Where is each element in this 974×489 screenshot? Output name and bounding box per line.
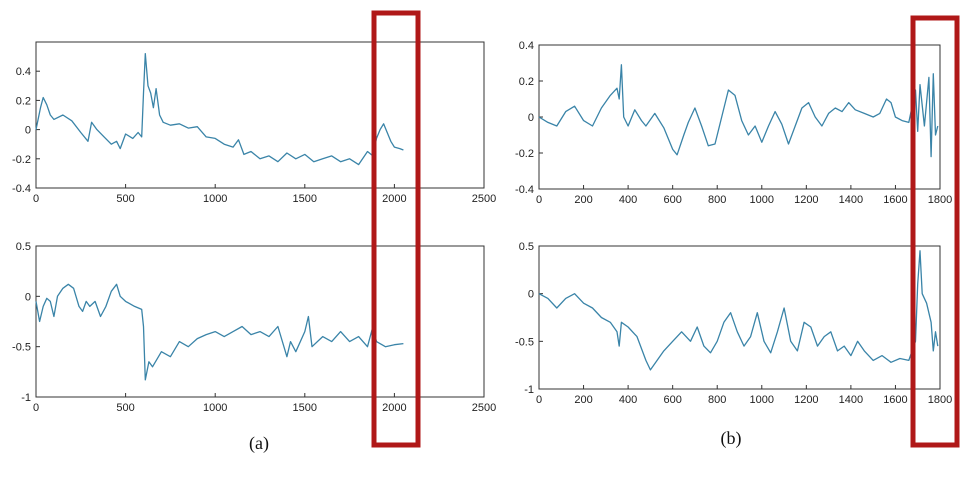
x-tick-label: 1000 bbox=[750, 194, 774, 206]
y-tick-label: -0.5 bbox=[515, 336, 534, 348]
series-line bbox=[538, 250, 939, 371]
y-tick-label: 0.2 bbox=[519, 76, 534, 88]
x-tick-label: 400 bbox=[619, 194, 637, 206]
highlight-box-a bbox=[371, 10, 421, 448]
caption-a: (a) bbox=[249, 433, 269, 454]
y-tick-label: -1 bbox=[524, 384, 534, 396]
series-line bbox=[35, 283, 404, 381]
series-line bbox=[35, 53, 404, 166]
y-tick-label: -0.4 bbox=[12, 183, 31, 195]
x-tick-label: 1500 bbox=[293, 193, 317, 205]
panel-b-top: 0 200 400 600 800 1000 1200 1400 1600 1800 -0.4 -0.… bbox=[515, 40, 952, 206]
y-tick-label: 0 bbox=[528, 112, 534, 124]
y-tick-label: -0.5 bbox=[12, 342, 31, 354]
x-tick-label: 1000 bbox=[203, 402, 227, 414]
x-tick-label: 1500 bbox=[293, 402, 317, 414]
x-tick-label: 400 bbox=[619, 394, 637, 406]
x-tick-label: 200 bbox=[574, 394, 592, 406]
panel-a-bottom: 0 500 1000 1500 2000 2500 -1 -0.5 0 0.5 bbox=[12, 241, 496, 414]
x-tick-label: 0 bbox=[536, 394, 542, 406]
x-tick-label: 600 bbox=[663, 194, 681, 206]
x-tick-label: 500 bbox=[116, 402, 134, 414]
y-tick-label: 0 bbox=[528, 289, 534, 301]
x-tick-label: 2500 bbox=[472, 193, 496, 205]
x-tick-label: 1600 bbox=[883, 194, 907, 206]
x-tick-label: 1200 bbox=[794, 394, 818, 406]
x-tick-label: 500 bbox=[116, 193, 134, 205]
y-tick-label: 0.4 bbox=[16, 66, 31, 78]
y-tick-label: 0.2 bbox=[16, 95, 31, 107]
x-tick-label: 1400 bbox=[839, 194, 863, 206]
y-tick-label: -1 bbox=[21, 392, 31, 404]
x-tick-label: 1400 bbox=[839, 394, 863, 406]
x-tick-label: 2500 bbox=[472, 402, 496, 414]
y-tick-label: 0.5 bbox=[16, 241, 31, 253]
highlight-box-b bbox=[910, 15, 960, 448]
x-tick-label: 1000 bbox=[203, 193, 227, 205]
series-line bbox=[538, 64, 939, 158]
x-tick-label: 800 bbox=[708, 194, 726, 206]
x-tick-label: 2000 bbox=[382, 193, 406, 205]
panel-b-bottom: 0 200 400 600 800 1000 1200 1400 1600 1800 -1 -0.5 0… bbox=[515, 241, 952, 406]
x-tick-label: 1800 bbox=[928, 194, 952, 206]
y-tick-label: -0.2 bbox=[12, 154, 31, 166]
x-tick-label: 2000 bbox=[382, 402, 406, 414]
x-tick-label: 600 bbox=[663, 394, 681, 406]
x-tick-label: 200 bbox=[574, 194, 592, 206]
y-tick-label: 0 bbox=[25, 291, 31, 303]
plot-frame bbox=[538, 245, 941, 390]
y-tick-label: -0.2 bbox=[515, 148, 534, 160]
x-tick-label: 0 bbox=[536, 194, 542, 206]
x-tick-label: 0 bbox=[33, 402, 39, 414]
plot-frame bbox=[35, 245, 485, 398]
x-tick-label: 1600 bbox=[883, 394, 907, 406]
caption-b: (b) bbox=[721, 428, 742, 449]
y-tick-label: 0 bbox=[25, 125, 31, 137]
y-tick-label: -0.4 bbox=[515, 184, 534, 196]
panel-a-top: 0 500 1000 1500 2000 2500 -0.4 -0.2 0 0.2 0.4 bbox=[12, 41, 496, 205]
x-tick-label: 800 bbox=[708, 394, 726, 406]
y-tick-label: 0.5 bbox=[519, 241, 534, 253]
x-tick-label: 1000 bbox=[750, 394, 774, 406]
plot-frame bbox=[538, 44, 941, 190]
plot-frame bbox=[35, 41, 485, 189]
x-tick-label: 1800 bbox=[928, 394, 952, 406]
x-tick-label: 0 bbox=[33, 193, 39, 205]
x-tick-label: 1200 bbox=[794, 194, 818, 206]
y-tick-label: 0.4 bbox=[519, 40, 534, 52]
